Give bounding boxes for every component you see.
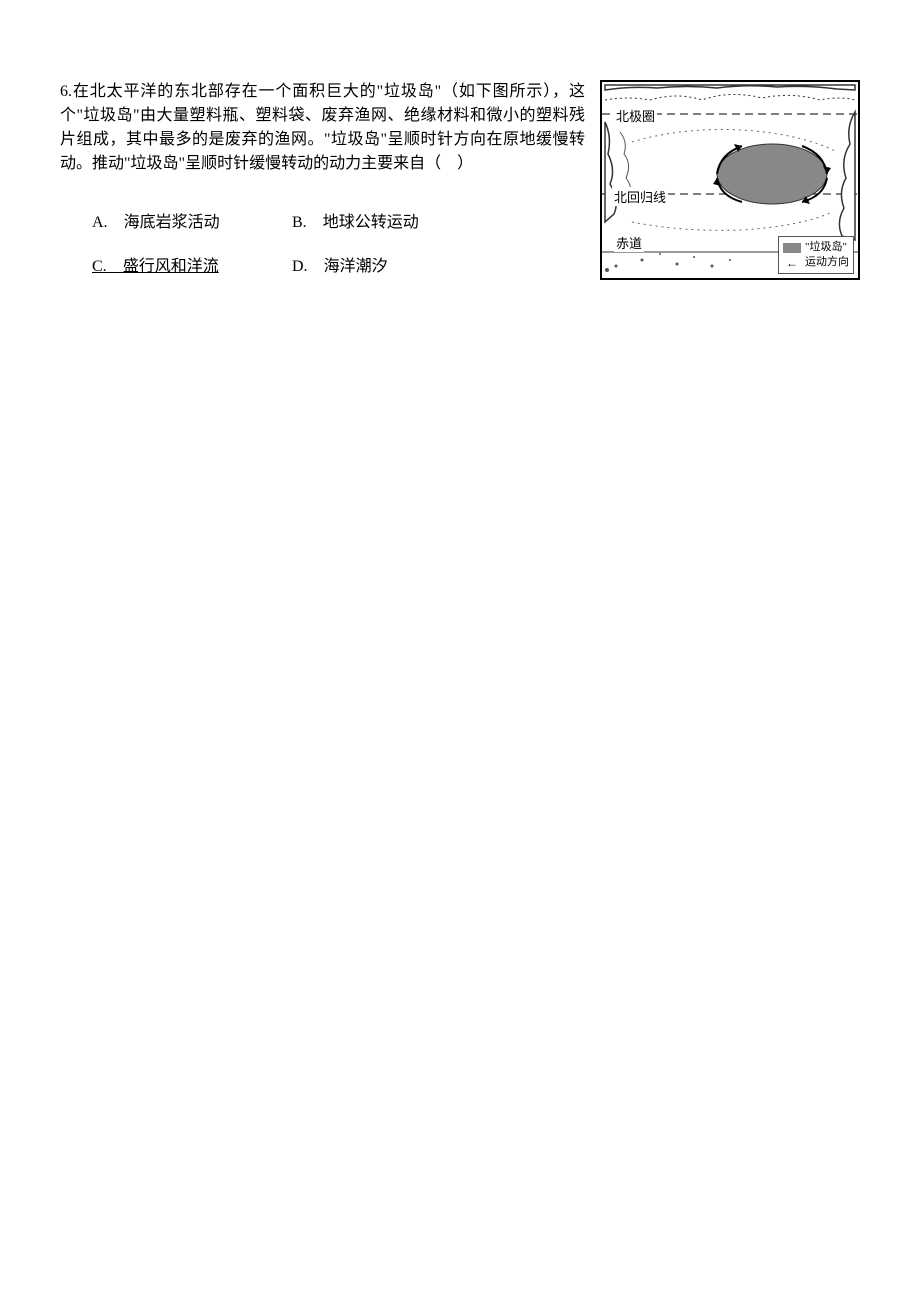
option-c-text: 盛行风和洋流 <box>123 258 219 275</box>
legend-box: "垃圾岛" ← 运动方向 <box>778 236 854 274</box>
question-stem: 6.在北太平洋的东北部存在一个面积巨大的"垃圾岛"（如下图所示），这个"垃圾岛"… <box>60 80 585 176</box>
question-container: 6.在北太平洋的东北部存在一个面积巨大的"垃圾岛"（如下图所示），这个"垃圾岛"… <box>60 80 860 300</box>
option-row-2: C. 盛行风和洋流 D. 海洋潮汐 <box>92 256 585 278</box>
label-tropic-of-cancer: 北回归线 <box>612 187 668 206</box>
na-coast <box>839 112 855 240</box>
option-b[interactable]: B. 地球公转运动 <box>292 212 492 234</box>
option-b-text: 地球公转运动 <box>323 214 419 231</box>
legend-island-text: "垃圾岛" <box>805 240 847 255</box>
option-a[interactable]: A. 海底岩浆活动 <box>92 212 292 234</box>
question-text-column: 6.在北太平洋的东北部存在一个面积巨大的"垃圾岛"（如下图所示），这个"垃圾岛"… <box>60 80 585 300</box>
label-equator: 赤道 <box>614 233 644 252</box>
landmass-top-coast <box>605 85 855 90</box>
landmass-top-dotted <box>605 94 855 100</box>
legend-direction-text: 运动方向 <box>805 255 849 270</box>
garbage-island <box>717 144 827 204</box>
option-c[interactable]: C. 盛行风和洋流 <box>92 256 292 278</box>
option-row-1: A. 海底岩浆活动 B. 地球公转运动 <box>92 212 585 234</box>
option-d[interactable]: D. 海洋潮汐 <box>292 256 492 278</box>
question-stem-text: 在北太平洋的东北部存在一个面积巨大的"垃圾岛"（如下图所示），这个"垃圾岛"由大… <box>60 83 585 172</box>
map-figure: 北极圈 北回归线 赤道 "垃圾岛" ← 运动方向 <box>600 80 860 280</box>
asia-coast <box>605 122 616 222</box>
option-d-text: 海洋潮汐 <box>324 258 388 275</box>
label-arctic-circle: 北极圈 <box>614 106 657 125</box>
option-a-text: 海底岩浆活动 <box>124 214 220 231</box>
legend-arrow-icon: ← <box>783 257 801 269</box>
question-number: 6. <box>60 83 72 100</box>
scattered-islands <box>605 253 731 272</box>
legend-row-arrow: ← 运动方向 <box>783 255 849 270</box>
current-dotted-2 <box>632 212 832 230</box>
figure-column: 北极圈 北回归线 赤道 "垃圾岛" ← 运动方向 <box>600 80 860 300</box>
legend-row-island: "垃圾岛" <box>783 240 849 255</box>
legend-swatch-icon <box>783 243 801 253</box>
options-container: A. 海底岩浆活动 B. 地球公转运动 C. 盛行风和洋流 D. 海洋潮汐 <box>60 212 585 278</box>
